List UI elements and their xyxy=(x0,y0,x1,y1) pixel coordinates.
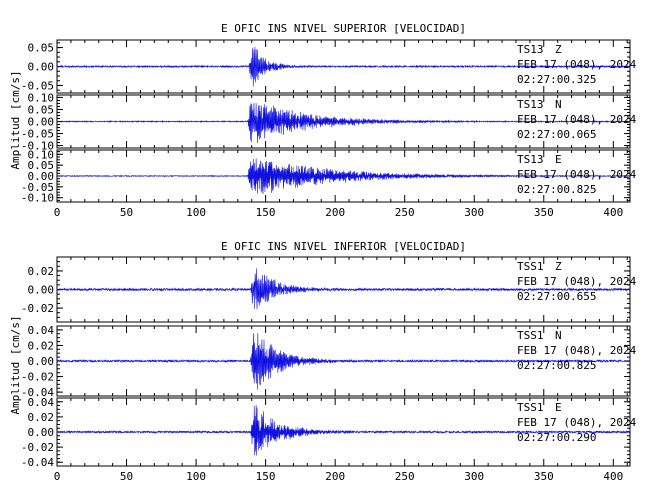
y-axis-label: Amplitud [cm/s] xyxy=(9,70,22,169)
time-label: 02:27:00.655 xyxy=(517,290,596,303)
time-label: 02:27:00.290 xyxy=(517,431,596,444)
y-tick-label: 0.05 xyxy=(28,159,55,172)
x-tick-label: 50 xyxy=(120,206,133,219)
y-tick-label: 0.10 xyxy=(28,91,55,104)
x-tick-label: 300 xyxy=(464,206,484,219)
seismic-trace xyxy=(56,268,631,310)
station-label: TSS1 xyxy=(517,401,544,414)
component-label: Z xyxy=(555,43,562,56)
x-tick-label: 200 xyxy=(325,470,345,483)
y-tick-label: -0.02 xyxy=(21,302,54,315)
y-tick-label: 0.00 xyxy=(28,284,55,297)
time-label: 02:27:00.325 xyxy=(517,73,596,86)
x-tick-label: 50 xyxy=(120,470,133,483)
x-tick-label: 200 xyxy=(325,206,345,219)
date-label: FEB 17 (048), 2024 xyxy=(517,416,637,429)
group-title: E OFIC INS NIVEL INFERIOR [VELOCIDAD] xyxy=(221,240,466,253)
y-tick-label: 0.00 xyxy=(28,61,55,74)
seismic-trace xyxy=(56,103,631,144)
x-tick-label: 100 xyxy=(186,206,206,219)
y-tick-label: 0.10 xyxy=(28,148,55,161)
x-tick-label: 250 xyxy=(395,470,415,483)
component-label: N xyxy=(555,98,562,111)
x-tick-label: 150 xyxy=(256,206,276,219)
time-label: 02:27:00.065 xyxy=(517,128,596,141)
y-tick-label: -0.05 xyxy=(21,128,54,141)
y-tick-label: 0.04 xyxy=(28,396,55,409)
y-tick-label: 0.02 xyxy=(28,339,55,352)
x-tick-label: 400 xyxy=(603,470,623,483)
station-label: TS13 xyxy=(517,43,544,56)
x-tick-label: 100 xyxy=(186,470,206,483)
y-tick-label: -0.02 xyxy=(21,371,54,384)
date-label: FEB 17 (048), 2024 xyxy=(517,168,637,181)
y-tick-label: -0.10 xyxy=(21,192,54,205)
date-label: FEB 17 (048), 2024 xyxy=(517,275,637,288)
x-tick-label: 0 xyxy=(54,470,61,483)
date-label: FEB 17 (048), 2024 xyxy=(517,344,637,357)
date-label: FEB 17 (048), 2024 xyxy=(517,113,637,126)
group-title: E OFIC INS NIVEL SUPERIOR [VELOCIDAD] xyxy=(221,22,466,35)
y-tick-label: -0.05 xyxy=(21,181,54,194)
y-tick-label: 0.02 xyxy=(28,411,55,424)
component-label: E xyxy=(555,401,562,414)
station-label: TS13 xyxy=(517,98,544,111)
component-label: Z xyxy=(555,260,562,273)
x-tick-label: 350 xyxy=(534,470,554,483)
y-tick-label: -0.10 xyxy=(21,140,54,153)
y-tick-label: 0.00 xyxy=(28,116,55,129)
seismic-trace xyxy=(56,158,631,195)
time-label: 02:27:00.825 xyxy=(517,183,596,196)
y-tick-label: -0.04 xyxy=(21,456,54,469)
y-tick-label: 0.05 xyxy=(28,42,55,55)
x-tick-label: 150 xyxy=(256,470,276,483)
x-tick-label: 350 xyxy=(534,206,554,219)
y-tick-label: 0.04 xyxy=(28,324,55,337)
x-tick-label: 300 xyxy=(464,470,484,483)
date-label: FEB 17 (048), 2024 xyxy=(517,58,637,71)
y-tick-label: 0.00 xyxy=(28,355,55,368)
y-tick-label: 0.02 xyxy=(28,265,55,278)
y-tick-label: 0.05 xyxy=(28,103,55,116)
y-tick-label: 0.00 xyxy=(28,170,55,183)
y-axis-label: Amplitud [cm/s] xyxy=(9,315,22,414)
station-label: TS13 xyxy=(517,153,544,166)
component-label: N xyxy=(555,329,562,342)
y-tick-label: -0.02 xyxy=(21,441,54,454)
y-tick-label: -0.05 xyxy=(21,79,54,92)
x-tick-label: 0 xyxy=(54,206,61,219)
y-tick-label: 0.00 xyxy=(28,426,55,439)
station-label: TSS1 xyxy=(517,260,544,273)
component-label: E xyxy=(555,153,562,166)
seismic-trace xyxy=(56,47,631,87)
x-tick-label: 400 xyxy=(603,206,623,219)
seismic-trace xyxy=(56,405,631,456)
station-label: TSS1 xyxy=(517,329,544,342)
y-tick-label: -0.04 xyxy=(21,386,54,399)
time-label: 02:27:00.825 xyxy=(517,359,596,372)
x-tick-label: 250 xyxy=(395,206,415,219)
seismic-trace xyxy=(56,333,631,390)
